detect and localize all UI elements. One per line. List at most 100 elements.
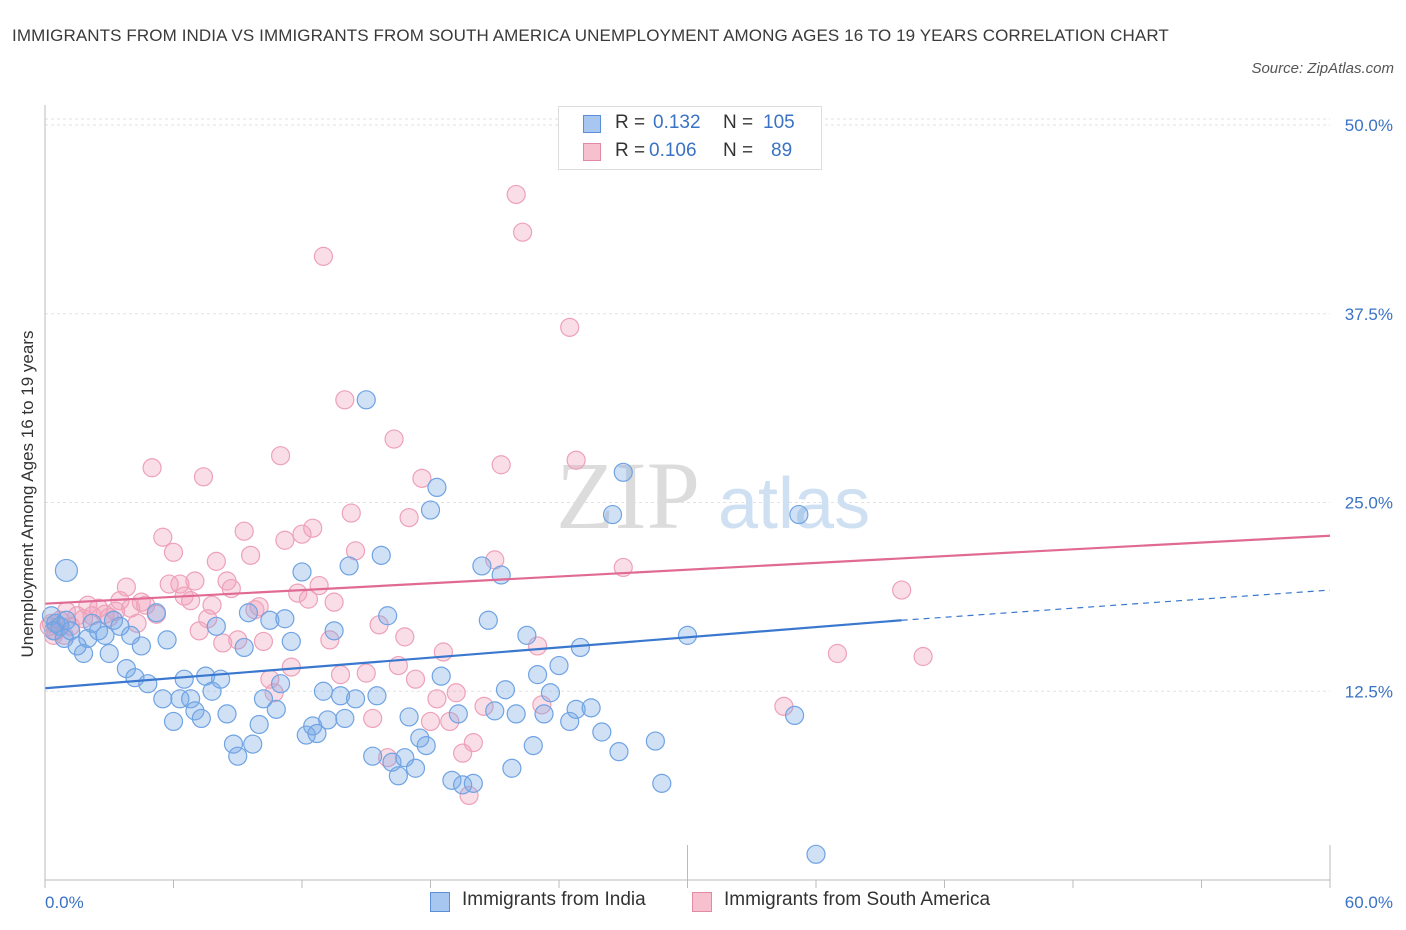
south-america-point <box>433 642 453 662</box>
south-america-point <box>163 542 184 562</box>
south-america-swatch <box>583 143 601 161</box>
india-point <box>789 504 809 525</box>
india-point <box>249 714 269 735</box>
india-point <box>54 558 79 583</box>
india-point <box>431 666 451 686</box>
y-tick-label: 50.0% <box>1345 116 1393 135</box>
source-label: Source: ZipAtlas.com <box>1251 60 1394 77</box>
india-point <box>652 773 672 793</box>
india-point <box>318 710 338 730</box>
india-points <box>41 390 826 864</box>
south-america-point <box>303 518 323 538</box>
india-point <box>491 565 511 585</box>
south-america-point <box>913 646 933 667</box>
south-america-point <box>253 631 274 652</box>
india-point <box>185 701 205 721</box>
india-point <box>416 736 436 756</box>
south-america-point <box>892 580 912 600</box>
india-point <box>228 746 248 766</box>
south-america-point <box>170 574 190 594</box>
south-america-point <box>142 458 162 478</box>
legend-label: Immigrants from South America <box>724 889 991 910</box>
n-value: 105 <box>763 112 795 133</box>
south-america-point <box>313 246 334 266</box>
south-america-point <box>459 785 479 806</box>
india-point <box>95 625 115 645</box>
south-america-point <box>206 551 226 571</box>
axes <box>44 105 1331 888</box>
r-label: R = <box>615 112 646 133</box>
south-america-point <box>228 630 248 650</box>
south-america-point <box>341 503 361 523</box>
chart-title: IMMIGRANTS FROM INDIA VS IMMIGRANTS FROM… <box>12 26 1169 45</box>
india-point <box>495 680 516 700</box>
south-america-point <box>292 524 312 544</box>
south-america-point <box>463 732 483 753</box>
south-america-swatch <box>692 892 712 912</box>
india-point <box>540 683 561 703</box>
south-america-point <box>512 222 533 242</box>
south-america-trend-line <box>44 534 1331 605</box>
india-point <box>339 556 359 576</box>
india-point <box>378 606 398 626</box>
india-point <box>138 674 158 694</box>
india-point <box>502 758 522 778</box>
india-point <box>602 504 623 525</box>
india-point <box>146 603 166 623</box>
india-point <box>181 689 201 709</box>
legend-label: Immigrants from India <box>462 889 646 910</box>
india-point <box>157 630 177 650</box>
india-point <box>581 698 601 718</box>
india-point <box>73 643 94 664</box>
india-swatch <box>583 115 601 133</box>
india-point <box>478 610 498 630</box>
india-point <box>324 621 344 641</box>
india-point <box>99 643 119 664</box>
south-america-point <box>202 595 222 615</box>
india-point <box>517 625 537 645</box>
india-point <box>448 704 468 724</box>
india-point <box>153 689 173 709</box>
india-point <box>527 665 548 685</box>
india-point <box>266 699 286 719</box>
r-value: 0.106 <box>649 140 697 161</box>
r-label: R = <box>615 140 646 161</box>
india-point <box>560 711 580 732</box>
india-point <box>609 742 629 762</box>
x-tick-label: 60.0% <box>1345 893 1393 912</box>
india-point <box>260 610 280 630</box>
watermark-zip: ZIP <box>556 442 700 549</box>
india-point <box>82 613 102 633</box>
south-america-point <box>181 591 201 611</box>
india-point <box>463 773 483 793</box>
india-point <box>677 625 698 645</box>
india-point <box>570 637 591 658</box>
south-america-point <box>384 429 404 449</box>
watermark: ZIP atlas <box>556 442 870 549</box>
x-tick-label: 0.0% <box>45 893 84 912</box>
india-point <box>442 770 462 790</box>
india-point <box>388 766 408 786</box>
india-point <box>806 844 826 864</box>
south-america-point <box>412 468 432 488</box>
south-america-point <box>506 184 526 205</box>
south-america-point <box>275 530 295 550</box>
india-point <box>163 711 184 732</box>
south-america-point <box>324 592 344 612</box>
india-point <box>253 689 274 709</box>
south-america-point <box>288 583 308 603</box>
india-point <box>592 722 612 742</box>
india-point <box>645 731 665 751</box>
south-america-point <box>827 643 848 664</box>
india-point <box>784 705 805 726</box>
india-point <box>43 621 64 641</box>
n-value: 89 <box>771 140 793 161</box>
india-point <box>405 758 426 778</box>
south-america-point <box>335 390 355 410</box>
stats-legend: R = 0.132 N = 105 R = 0.106 N = 89 <box>558 106 822 170</box>
south-america-point <box>446 683 466 703</box>
south-america-point <box>309 575 329 596</box>
south-america-point <box>185 571 205 591</box>
india-point <box>420 500 441 520</box>
